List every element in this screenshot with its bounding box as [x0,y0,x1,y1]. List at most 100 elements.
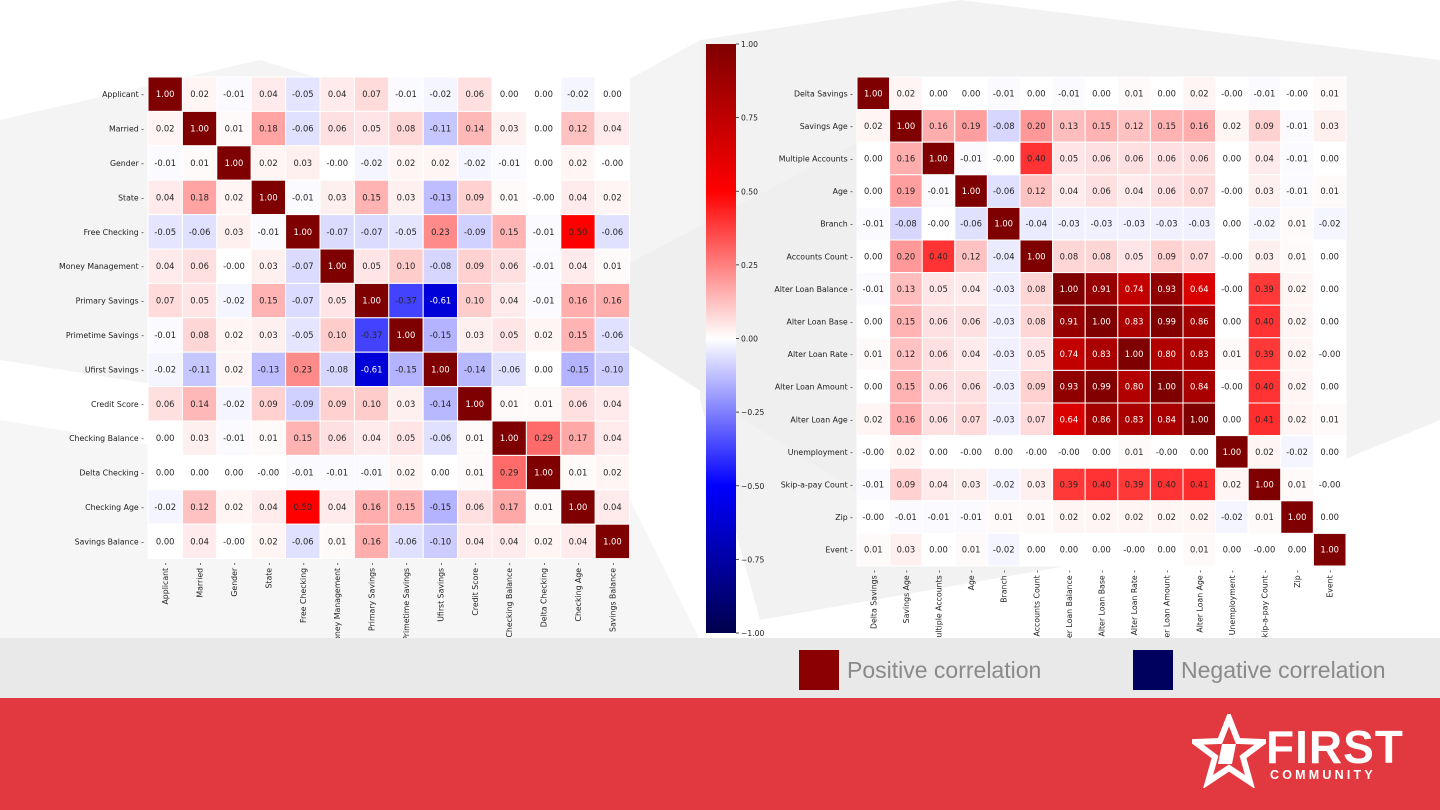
positive-swatch [799,650,839,690]
cell-value: 0.08 [1092,251,1111,261]
cell-value: -0.01 [533,296,555,306]
cell-value: 0.15 [293,433,312,443]
heatmap-cell [147,110,183,147]
cell-value: 0.04 [156,192,175,202]
cell-value: 0.07 [962,414,981,424]
y-tick-label: Primetime Savings - [66,331,144,340]
heatmap-cell [1052,337,1086,371]
cell-value: 0.74 [1125,284,1144,294]
cell-value: -0.05 [395,227,417,237]
cell-value: 0.12 [1125,121,1144,131]
cell-value: 0.06 [1190,154,1209,164]
cell-value: -0.00 [258,468,280,478]
heatmap-cell [986,369,1021,404]
heatmap-cell [560,179,596,216]
cell-value: -0.11 [189,364,211,374]
cell-value: -0.01 [862,480,884,490]
heatmap-cell [491,179,527,216]
heatmap-cell [1052,206,1086,241]
cell-value: 0.00 [534,124,553,134]
y-tick-label: Delta Savings - [794,89,853,98]
cell-value: 0.00 [1027,545,1046,555]
heatmap-cell [1019,402,1054,437]
cell-value: 0.00 [1320,512,1339,522]
cell-value: 1.00 [293,227,312,237]
cell-value: -0.01 [928,512,950,522]
heatmap-cell [1247,174,1282,208]
heatmap-cell [1280,76,1314,111]
heatmap-cell [285,179,321,216]
cell-value: 0.19 [897,186,916,196]
cell-value: -0.06 [960,219,982,229]
cell-value: 0.83 [1092,349,1111,359]
heatmap-cell [986,337,1021,371]
legend-band: Positive correlation Negative correlatio… [0,638,1440,698]
cell-value: 0.80 [1157,349,1176,359]
cell-value: 0.00 [994,447,1013,457]
cell-value: 0.39 [1255,349,1274,359]
heatmap-cell [250,523,287,560]
heatmap-cell [1280,532,1314,567]
y-tick-label: Alter Loan Age - [790,415,853,424]
cell-value: 1.00 [1320,545,1339,555]
heatmap-cell [1247,402,1282,437]
cell-value: 0.08 [1060,251,1079,261]
heatmap-cell [1182,337,1217,371]
cell-value: 0.03 [225,227,244,237]
cell-value: 0.06 [929,317,948,327]
cell-value: 0.16 [569,296,588,306]
cell-value: 0.15 [1092,121,1111,131]
cell-value: 0.18 [259,124,278,134]
heatmap-cell [525,145,562,181]
heatmap-cell [889,402,923,437]
heatmap-cell [1247,337,1282,371]
cell-value: 0.09 [1157,251,1176,261]
heatmap-cell [594,214,631,250]
y-tick-label: Delta Checking - [79,469,144,478]
heatmap-cell [422,454,459,491]
cell-value: -0.01 [223,89,245,99]
cell-value: 0.00 [1060,545,1079,555]
cell-value: -0.06 [430,433,452,443]
cell-value: 0.02 [1125,512,1144,522]
heatmap-cell [1182,435,1217,469]
cell-value: 0.00 [534,364,553,374]
cell-value: -0.06 [292,536,314,546]
heatmap-cell [181,282,218,319]
heatmap-cell [1312,402,1347,437]
cell-value: -0.02 [1286,447,1308,457]
cell-value: 0.00 [190,468,209,478]
y-tick-label: Applicant - [102,90,144,99]
cell-value: -0.03 [993,284,1015,294]
cell-value: 0.02 [156,124,175,134]
x-tick-label: Unemployment - [1228,570,1237,635]
cell-value: -0.15 [395,364,417,374]
x-tick-label: Alter Loan Rate - [1130,570,1139,636]
cell-value: -0.01 [154,330,176,340]
cell-value: 1.00 [1190,414,1209,424]
cell-value: -0.01 [498,158,520,168]
heatmap-cell [216,145,252,181]
heatmap-cell [1117,500,1151,534]
heatmap-cell [1019,76,1054,111]
cell-value: 0.20 [1027,121,1046,131]
heatmap-cell [250,351,287,388]
heatmap-cell [1052,435,1086,469]
cell-value: 0.06 [156,399,175,409]
cell-value: -0.02 [154,364,176,374]
heatmap-1: 1.00 0.02 -0.01 0.04 -0.05 0.04 0.07 -0.01 -0.02… [59,76,631,640]
heatmap-cell [1182,239,1217,274]
cell-value: 1.00 [1255,480,1274,490]
x-tick-label: Ufirst Savings - [436,562,445,621]
heatmap-cell [594,351,631,388]
cell-value: 0.02 [225,330,244,340]
heatmap-cell [1280,239,1314,274]
cell-value: -0.15 [567,364,589,374]
heatmap-cell [986,304,1021,339]
heatmap-cell [491,386,527,422]
heatmap-cell [1215,402,1249,437]
y-tick-label: Alter Loan Rate - [788,350,854,359]
cell-value: 0.01 [328,536,347,546]
y-tick-label: Alter Loan Balance - [774,285,853,294]
heatmap-cell [1084,532,1119,567]
